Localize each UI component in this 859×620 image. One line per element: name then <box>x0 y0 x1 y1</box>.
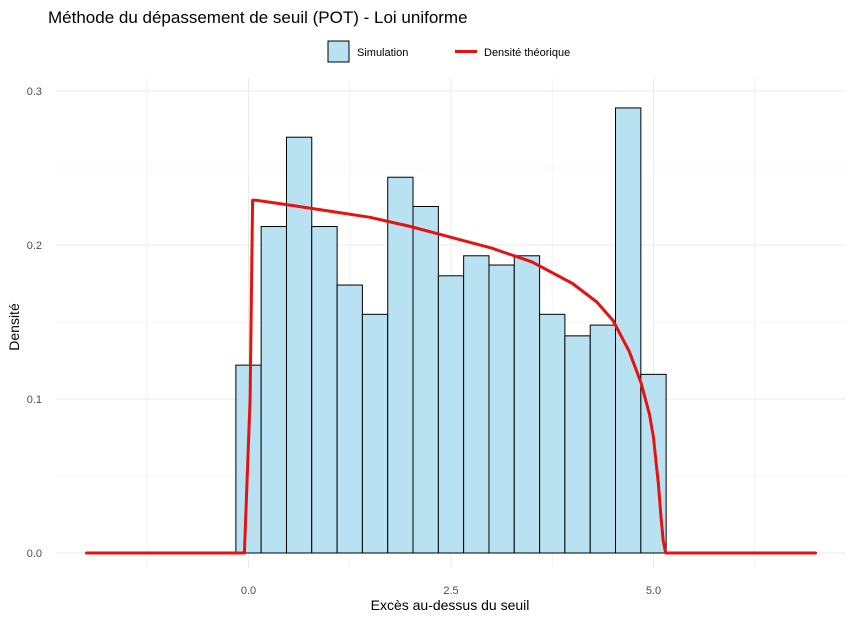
legend-key-simulation <box>327 40 350 63</box>
histogram-bar <box>463 255 490 554</box>
histogram-bar <box>361 313 389 554</box>
y-tick-label: 0.0 <box>27 548 42 560</box>
x-axis: 0.0 2.5 5.0 <box>241 585 661 597</box>
histogram-bar <box>437 275 465 554</box>
histogram-bar <box>285 136 313 554</box>
y-axis-title: Densité <box>6 303 22 351</box>
x-axis-title: Excès au-dessus du seuil <box>371 597 530 613</box>
histogram-bar <box>387 176 414 554</box>
histogram-bar <box>589 324 617 554</box>
histogram-bar <box>513 255 541 554</box>
y-tick-label: 0.1 <box>27 394 42 406</box>
histogram-bar <box>539 313 566 554</box>
y-axis: 0.0 0.1 0.2 0.3 <box>27 86 42 560</box>
density-curve <box>85 198 817 555</box>
histogram-bar <box>336 284 363 554</box>
legend-label-simulation: Simulation <box>357 47 408 59</box>
x-tick-label: 0.0 <box>241 585 256 597</box>
plot-panel <box>56 78 845 568</box>
x-tick-label: 5.0 <box>646 585 661 597</box>
histogram-bar <box>260 226 287 554</box>
y-tick-label: 0.2 <box>27 240 42 252</box>
legend: Simulation Densité théorique <box>327 40 570 63</box>
histogram-bars <box>235 107 667 554</box>
density-line <box>85 198 817 555</box>
y-tick-label: 0.3 <box>27 86 42 98</box>
histogram-bar <box>311 226 338 554</box>
histogram-bar <box>564 335 591 554</box>
histogram-bar <box>412 206 439 554</box>
legend-label-densite: Densité théorique <box>484 47 570 59</box>
histogram-bar <box>488 264 515 554</box>
chart-title: Méthode du dépassement de seuil (POT) - … <box>48 8 468 27</box>
x-tick-label: 2.5 <box>443 585 458 597</box>
